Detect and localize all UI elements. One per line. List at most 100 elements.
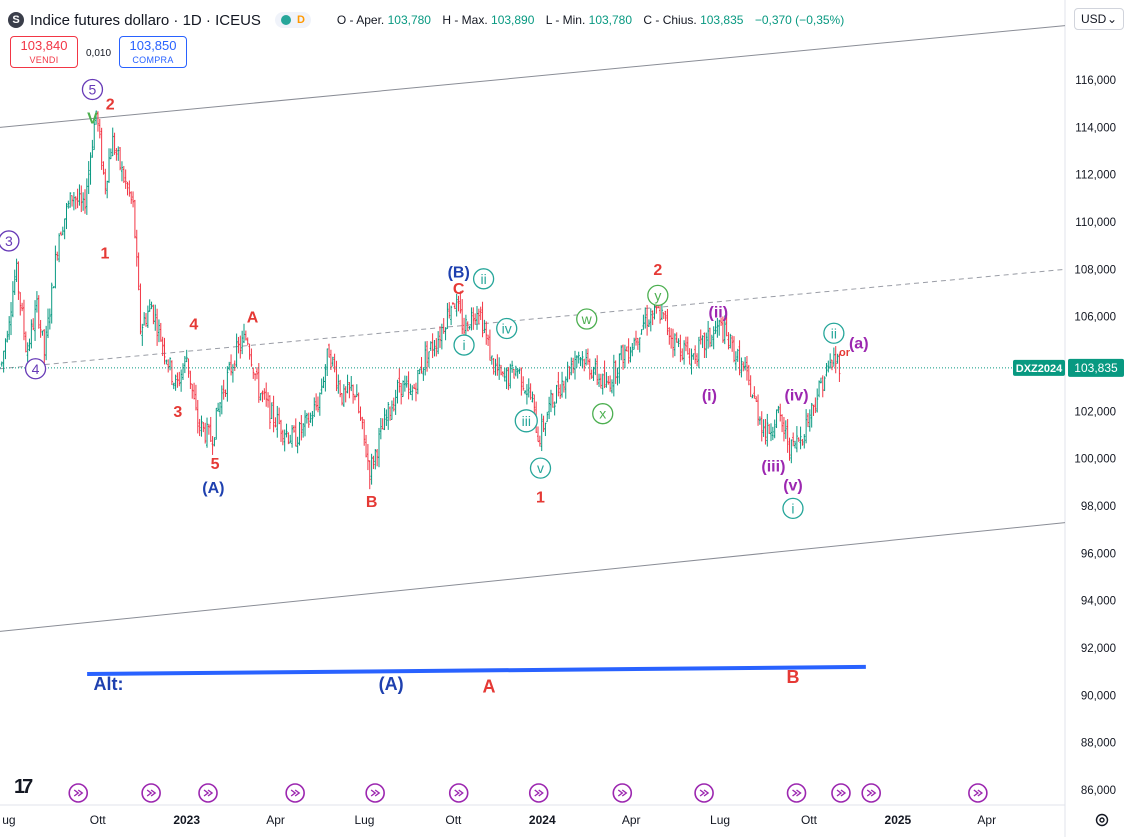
event-marker-icon[interactable] [365, 783, 385, 803]
candle [540, 413, 543, 452]
wave-label-circle [823, 322, 845, 344]
candle [313, 397, 316, 418]
candle [666, 309, 669, 336]
candle [54, 245, 57, 289]
candle [263, 388, 266, 400]
candle [671, 328, 674, 358]
candle [35, 291, 38, 313]
wave-label-text: ii [831, 325, 837, 341]
candle [257, 363, 260, 403]
candle [620, 345, 623, 361]
status-pills[interactable]: D [274, 12, 311, 28]
wave-label: B [786, 667, 799, 687]
candle [705, 332, 708, 358]
close-label: C - Chius. [643, 13, 697, 27]
candle [483, 319, 486, 334]
candle [708, 327, 711, 348]
spread-value: 0,010 [86, 48, 112, 59]
candle [723, 315, 726, 345]
candle [751, 394, 754, 399]
candle [231, 364, 234, 383]
candle [278, 407, 281, 425]
candle [37, 295, 40, 329]
event-marker-icon[interactable] [612, 783, 633, 803]
sell-button[interactable]: 103,840 VENDI [10, 36, 78, 68]
event-marker-icon[interactable] [285, 783, 305, 803]
market-status-icon[interactable] [280, 15, 291, 25]
high-label: H - Max. [442, 13, 488, 27]
candle [520, 367, 523, 396]
candle [111, 127, 114, 157]
candle [307, 412, 310, 428]
candle [697, 336, 700, 369]
candle [13, 269, 16, 296]
candle [668, 327, 671, 345]
candle [45, 325, 48, 361]
candle [818, 380, 821, 398]
delay-badge[interactable]: D [296, 14, 305, 26]
candle [407, 371, 410, 400]
alt-count-line [87, 664, 866, 677]
candle [762, 419, 765, 437]
buy-button[interactable]: 103,850 COMPRA [119, 36, 187, 68]
candle [777, 405, 780, 414]
candle [573, 350, 576, 380]
event-marker-icon[interactable] [198, 783, 218, 803]
candle [448, 302, 451, 319]
candle [794, 440, 797, 449]
candle [577, 351, 580, 364]
time-axis[interactable]: ug Ott 2023 Apr Lug Ott 2024 Apr Lug Ott 2025 Apr [2, 813, 996, 827]
candle [76, 188, 79, 209]
event-marker-icon[interactable] [694, 783, 714, 803]
event-marker-icon[interactable] [786, 783, 807, 803]
event-marker-icon[interactable] [448, 783, 469, 803]
x-tick-label: ug [2, 813, 15, 827]
trend-channel [0, 25, 1066, 677]
candle [403, 375, 406, 392]
tradingview-logo[interactable]: 17 [14, 776, 33, 798]
candle [287, 432, 290, 445]
candle [115, 148, 118, 161]
wave-label-text: V [87, 111, 98, 128]
candle [344, 386, 347, 403]
candle [274, 417, 277, 428]
event-markers[interactable] [68, 783, 988, 803]
event-marker-glyph [454, 789, 464, 797]
sell-label: VENDI [29, 55, 59, 65]
candle [729, 333, 732, 349]
candle [727, 332, 730, 350]
event-marker-icon[interactable] [141, 783, 161, 803]
candle [47, 308, 50, 339]
candle [21, 302, 24, 312]
chart-title[interactable]: Indice futures dollaro · 1D · ICEUS [30, 11, 261, 29]
y-tick-label: 90,000 [1081, 690, 1116, 702]
symbol-icon[interactable]: S [8, 12, 24, 28]
wave-label-text: 3 [173, 404, 182, 421]
candle [93, 121, 96, 151]
wave-label: (a) [849, 335, 869, 352]
candle [420, 357, 423, 374]
currency-selector[interactable]: USD ⌄ [1074, 8, 1124, 30]
wave-label: 2 [653, 262, 662, 279]
wave-label-text: x [599, 406, 606, 422]
candle [289, 434, 292, 444]
gear-icon[interactable] [1094, 812, 1110, 828]
price-axis[interactable]: 86,000 88,000 90,000 92,000 94,000 96,000 98,0… [1068, 75, 1124, 797]
candle [200, 415, 203, 437]
candle [272, 395, 275, 433]
candle [368, 460, 371, 490]
x-tick-label: 2023 [173, 813, 200, 827]
candle [100, 127, 103, 170]
candle [588, 358, 591, 380]
wave-label-circle [0, 230, 20, 252]
event-marker-icon[interactable] [528, 783, 549, 803]
event-marker-icon[interactable] [831, 783, 851, 803]
candle [119, 147, 122, 171]
candle [638, 337, 641, 353]
event-marker-icon[interactable] [68, 783, 89, 803]
event-marker-icon[interactable] [968, 783, 988, 803]
event-marker-icon[interactable] [861, 783, 882, 803]
candle [775, 409, 778, 429]
candle [459, 291, 462, 314]
